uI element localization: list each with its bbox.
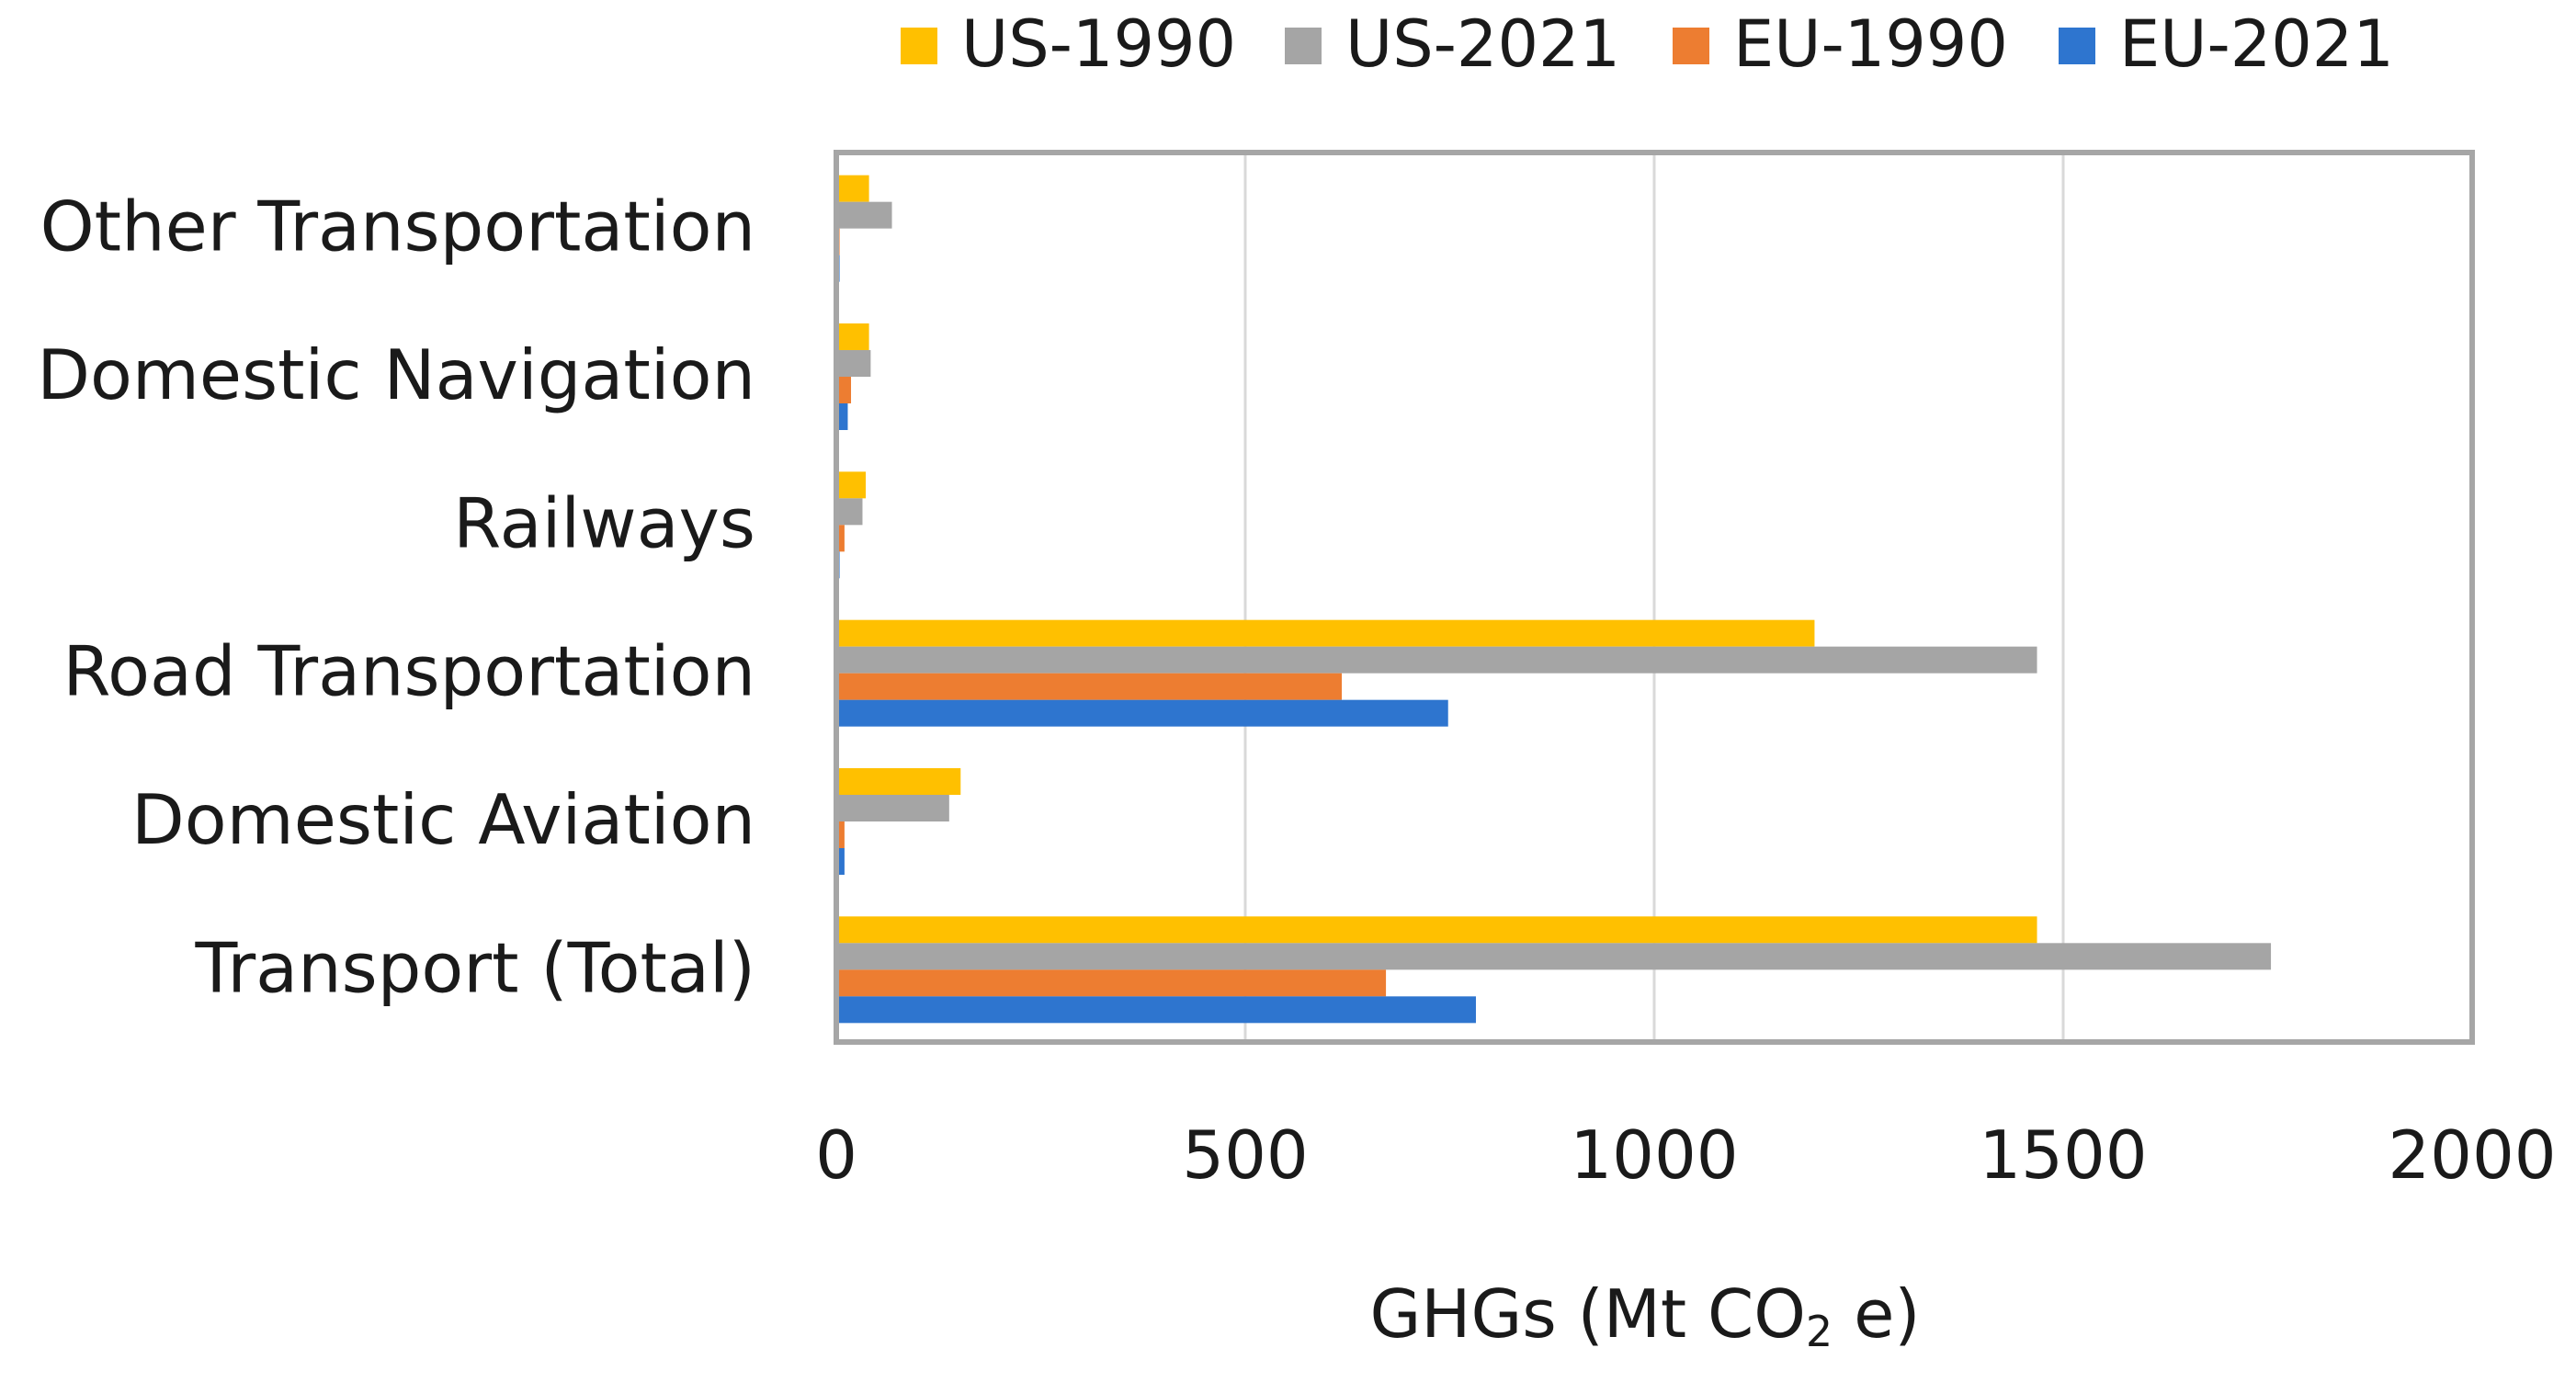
x-tick-label-2000: 2000 bbox=[2388, 1116, 2556, 1194]
x-axis-title-subscript: 2 bbox=[1806, 1307, 1833, 1356]
bar-eu-2021-domestic-aviation bbox=[836, 848, 845, 875]
x-axis-title-suffix: e) bbox=[1833, 1275, 1920, 1353]
bar-us-1990-domestic-aviation bbox=[836, 768, 961, 795]
bar-group-domestic-aviation bbox=[836, 768, 961, 875]
bar-eu-1990-domestic-navigation bbox=[836, 377, 852, 403]
bar-group-railways bbox=[836, 471, 867, 579]
legend-swatch-us-2021 bbox=[1285, 28, 1322, 64]
legend-item-us-2021: US-2021 bbox=[1285, 6, 1620, 82]
x-tick-label-0: 0 bbox=[815, 1116, 857, 1194]
category-label-domestic-navigation: Domestic Navigation bbox=[37, 334, 755, 415]
bar-us-1990-other-transportation bbox=[836, 175, 869, 202]
bar-us-2021-other-transportation bbox=[836, 201, 892, 229]
category-labels: Transport (Total) Domestic Aviation Road T… bbox=[37, 187, 755, 1009]
legend-swatch-us-1990 bbox=[901, 28, 937, 64]
bar-us-2021-domestic-navigation bbox=[836, 350, 871, 377]
bar-eu-1990-road-transportation bbox=[836, 673, 1343, 700]
gridlines bbox=[1243, 153, 2065, 1042]
category-label-railways: Railways bbox=[453, 482, 755, 563]
legend-label-eu-1990: EU-1990 bbox=[1733, 6, 2008, 82]
bar-group-road-transportation bbox=[836, 619, 2037, 727]
legend: US-1990 US-2021 EU-1990 EU-2021 bbox=[901, 6, 2394, 82]
bar-eu-1990-transport-total bbox=[836, 969, 1387, 997]
category-label-domestic-aviation: Domestic Aviation bbox=[131, 779, 755, 860]
bar-group-transport-total bbox=[836, 916, 2272, 1024]
x-tick-label-500: 500 bbox=[1182, 1116, 1308, 1194]
x-tick-label-1000: 1000 bbox=[1570, 1116, 1738, 1194]
bar-us-1990-domestic-navigation bbox=[836, 323, 869, 350]
legend-label-eu-2021: EU-2021 bbox=[2119, 6, 2394, 82]
legend-item-us-1990: US-1990 bbox=[901, 6, 1236, 82]
bar-eu-2021-transport-total bbox=[836, 996, 1476, 1024]
legend-item-eu-2021: EU-2021 bbox=[2059, 6, 2394, 82]
bar-us-1990-transport-total bbox=[836, 916, 2037, 944]
bar-eu-1990-railways bbox=[836, 525, 845, 552]
category-label-other-transportation: Other Transportation bbox=[40, 187, 755, 267]
category-label-road-transportation: Road Transportation bbox=[62, 631, 755, 712]
x-tick-labels: 0 500 1000 1500 2000 bbox=[815, 1116, 2557, 1194]
bar-us-1990-railways bbox=[836, 471, 867, 499]
bar-eu-2021-domestic-navigation bbox=[836, 403, 848, 430]
bar-eu-1990-domestic-aviation bbox=[836, 821, 845, 848]
bar-us-2021-road-transportation bbox=[836, 646, 2037, 674]
legend-swatch-eu-1990 bbox=[1673, 28, 1709, 64]
legend-item-eu-1990: EU-1990 bbox=[1673, 6, 2008, 82]
bar-us-2021-transport-total bbox=[836, 943, 2272, 970]
x-tick-label-1500: 1500 bbox=[1979, 1116, 2147, 1194]
plot-frame bbox=[834, 150, 2475, 1045]
legend-label-us-2021: US-2021 bbox=[1345, 6, 1620, 82]
bar-us-2021-railways bbox=[836, 498, 863, 526]
x-axis-title-main: GHGs (Mt CO bbox=[1370, 1275, 1806, 1353]
x-axis-title: GHGs (Mt CO2 e) bbox=[1370, 1275, 1921, 1356]
category-label-transport-total: Transport (Total) bbox=[195, 927, 755, 1008]
legend-label-us-1990: US-1990 bbox=[961, 6, 1236, 82]
bar-group-domestic-navigation bbox=[836, 323, 871, 430]
legend-swatch-eu-2021 bbox=[2059, 28, 2095, 64]
bar-us-1990-road-transportation bbox=[836, 619, 1815, 647]
bar-us-2021-domestic-aviation bbox=[836, 795, 949, 821]
bar-eu-2021-road-transportation bbox=[836, 699, 1448, 727]
